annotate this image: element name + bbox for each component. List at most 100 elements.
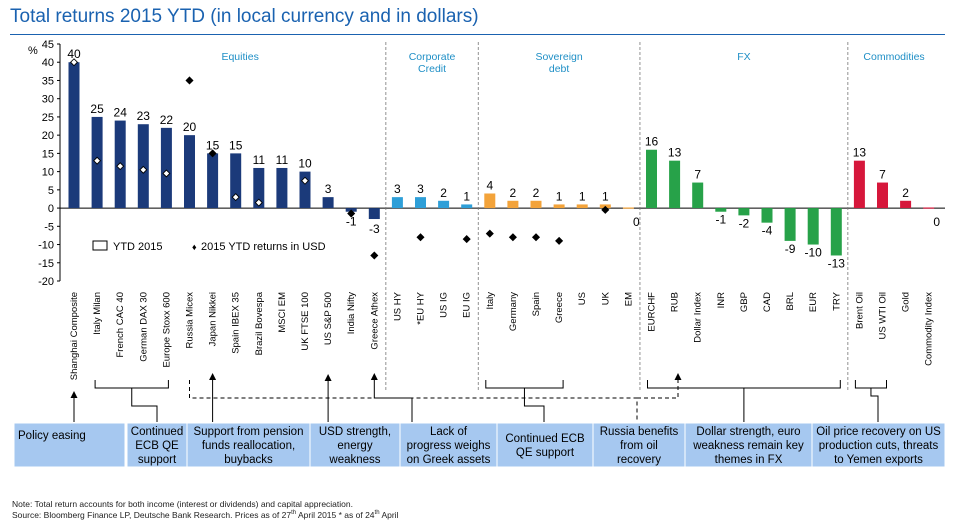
y-tick-label: 30 <box>42 94 54 106</box>
annotation-text: on Greek assets <box>407 454 491 466</box>
category-label: US WTI Oil <box>878 292 889 340</box>
category-label: Spain <box>531 292 542 316</box>
group-label: debt <box>549 63 570 75</box>
bar <box>530 200 542 209</box>
data-label: 2 <box>533 186 540 200</box>
annotation-text: from oil <box>620 440 658 452</box>
category-label: Russia Micex <box>185 292 196 349</box>
category-label: Italy <box>485 292 496 310</box>
data-label: 2 <box>440 186 447 200</box>
group-label: Sovereign <box>535 51 582 63</box>
bar <box>438 200 450 209</box>
annotation-text: progress weighs <box>407 440 491 452</box>
usd-marker <box>531 233 541 242</box>
y-tick-label: 35 <box>42 75 54 87</box>
usd-marker <box>555 236 564 245</box>
usd-marker <box>185 76 194 85</box>
annotation-box <box>684 422 813 468</box>
data-label: -4 <box>762 224 773 238</box>
annotation-text: themes in FX <box>715 454 783 466</box>
category-label: *EU HY <box>416 291 427 324</box>
bar <box>415 197 426 209</box>
annotation-box <box>309 422 401 468</box>
bar <box>692 182 704 209</box>
annotation-text: Russia benefits <box>600 426 679 438</box>
category-label: Spain IBEX 35 <box>231 292 242 354</box>
arrowhead <box>370 373 378 380</box>
data-label: 16 <box>645 135 659 149</box>
data-label: 7 <box>879 168 886 182</box>
y-tick-label: 15 <box>42 148 54 160</box>
category-label: Gold <box>901 292 912 312</box>
category-label: India Nifty <box>346 292 357 334</box>
annotation-box <box>399 422 498 468</box>
data-label: 10 <box>298 157 312 171</box>
usd-marker <box>462 235 471 244</box>
category-label: RUB <box>670 292 681 312</box>
annotation-box <box>126 422 188 468</box>
annotation-text: buybacks <box>224 454 273 466</box>
annotation-text: Dollar strength, euro <box>696 426 800 438</box>
annotation-text: recovery <box>617 454 661 466</box>
bar <box>461 204 473 209</box>
usd-marker <box>300 176 310 185</box>
bar <box>761 208 773 223</box>
category-label: US <box>577 292 588 305</box>
bar <box>253 167 265 209</box>
y-tick-label: 25 <box>42 112 54 124</box>
bar <box>368 208 380 220</box>
data-label: 3 <box>325 182 332 196</box>
bar <box>391 197 403 209</box>
bar <box>646 149 657 209</box>
annotation-text: ECB QE <box>135 440 179 452</box>
legend-marker-icon: ♦ <box>192 242 197 252</box>
annotation-box <box>496 422 594 468</box>
category-label: Greece Athex <box>369 292 380 350</box>
bar <box>276 167 288 209</box>
legend-marker-label: 2015 YTD returns in USD <box>201 241 326 253</box>
category-label: EURCHF <box>647 292 658 332</box>
usd-marker <box>254 198 263 207</box>
group-label: Credit <box>418 63 446 75</box>
annotation-text: Continued ECB <box>505 433 585 445</box>
connector-sovereign <box>485 380 564 422</box>
usd-marker <box>485 229 494 238</box>
category-label: TRY <box>831 291 842 310</box>
connector-ecb-equity <box>94 380 169 422</box>
group-label: Commodities <box>863 51 924 63</box>
usd-marker <box>93 156 102 165</box>
connector-greece <box>373 378 413 422</box>
footnote-note: Note: Total return accounts for both inc… <box>12 499 353 509</box>
data-label: -13 <box>828 256 846 270</box>
annotation-text: weakness remain key <box>692 440 804 452</box>
y-tick-label: 45 <box>42 39 54 51</box>
usd-marker <box>231 193 240 202</box>
bar <box>784 208 796 241</box>
data-label: 2 <box>510 186 517 200</box>
annotation-text: Support from pension <box>194 426 304 438</box>
y-tick-label: -20 <box>38 276 54 288</box>
data-label: -1 <box>346 215 357 229</box>
arrowhead <box>324 374 332 381</box>
bar <box>622 207 634 209</box>
arrowhead <box>209 373 217 380</box>
usd-marker <box>69 58 79 67</box>
bar <box>484 193 496 209</box>
footnote-source: Source: Bloomberg Finance LP, Deutsche B… <box>12 510 399 520</box>
bar <box>923 207 935 209</box>
legend-bar-label: YTD 2015 <box>113 241 163 253</box>
data-label: 2 <box>902 186 909 200</box>
arrowhead <box>674 373 682 380</box>
data-label: 13 <box>853 146 867 160</box>
category-label: EUR <box>808 292 819 312</box>
data-label: 15 <box>206 138 220 152</box>
y-tick-label: 40 <box>42 57 54 69</box>
data-label: 0 <box>633 215 640 229</box>
annotation-text: energy <box>337 440 372 452</box>
annotation-text: Policy easing <box>18 430 86 442</box>
arrowhead <box>70 391 78 398</box>
category-label: Japan Nikkei <box>208 292 219 346</box>
annotation-text: Oil price recovery on US <box>816 426 941 438</box>
bar <box>830 208 842 256</box>
